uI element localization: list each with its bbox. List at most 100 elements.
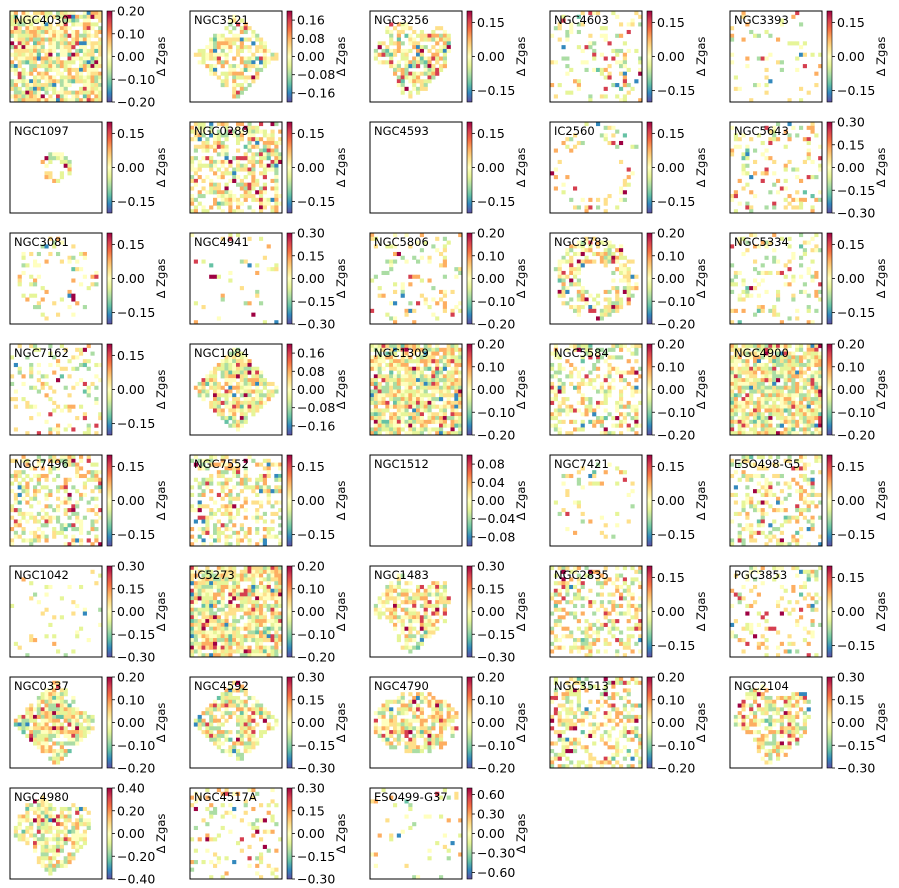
map-pixel xyxy=(201,60,206,65)
map-pixel xyxy=(52,400,57,405)
map-pixel xyxy=(216,508,221,513)
map-pixel xyxy=(791,125,796,130)
map-pixel xyxy=(802,378,807,383)
map-pixel xyxy=(251,137,256,142)
map-pixel xyxy=(33,33,38,38)
map-pixel xyxy=(56,504,61,509)
map-pixel xyxy=(205,600,210,605)
map-pixel xyxy=(791,385,796,390)
map-pixel xyxy=(768,492,773,498)
map-pixel xyxy=(370,236,375,241)
map-pixel xyxy=(799,389,804,394)
colorbar-tick-label: 0.00 xyxy=(837,271,865,286)
map-pixel xyxy=(776,393,781,398)
map-pixel xyxy=(584,205,589,210)
map-pixel xyxy=(71,75,76,80)
map-pixel xyxy=(810,416,815,421)
panel-ngc5806: NGC5806−0.20−0.100.000.100.20Δ Zgas xyxy=(369,226,528,332)
map-pixel xyxy=(730,33,735,38)
map-pixel xyxy=(75,79,80,84)
map-pixel xyxy=(98,622,103,627)
map-pixel xyxy=(810,159,815,165)
map-pixel xyxy=(779,408,784,413)
map-pixel xyxy=(13,67,18,72)
map-pixel xyxy=(576,308,581,313)
map-pixel xyxy=(791,466,796,471)
map-pixel xyxy=(419,412,424,417)
map-pixel xyxy=(764,171,769,176)
map-pixel xyxy=(764,244,769,249)
map-pixel xyxy=(251,209,256,214)
map-pixel xyxy=(209,626,214,631)
map-pixel xyxy=(190,573,195,578)
map-pixel xyxy=(232,94,237,99)
map-pixel xyxy=(389,416,394,421)
map-pixel xyxy=(400,75,405,80)
map-pixel xyxy=(588,473,593,479)
map-pixel xyxy=(224,190,229,195)
panel-title: NGC3256 xyxy=(374,13,429,27)
map-pixel xyxy=(772,362,777,368)
map-pixel xyxy=(408,94,413,99)
map-pixel xyxy=(730,473,735,479)
map-pixel xyxy=(423,366,428,371)
map-pixel xyxy=(799,178,804,183)
map-pixel xyxy=(588,404,593,409)
map-pixel xyxy=(213,67,218,72)
map-pixel xyxy=(442,29,447,35)
map-pixel xyxy=(557,427,562,432)
map-pixel xyxy=(377,355,382,360)
map-pixel xyxy=(247,125,252,130)
map-pixel xyxy=(799,455,804,460)
map-pixel xyxy=(802,248,807,253)
map-pixel xyxy=(416,56,421,61)
map-pixel xyxy=(622,98,627,103)
map-pixel xyxy=(33,385,38,390)
map-pixel xyxy=(439,419,444,424)
map-pixel xyxy=(389,370,394,375)
map-pixel xyxy=(569,431,574,436)
map-pixel xyxy=(10,86,15,91)
map-pixel xyxy=(247,400,252,405)
map-pixel xyxy=(193,197,198,202)
map-pixel xyxy=(576,370,581,375)
map-pixel xyxy=(59,485,64,490)
map-pixel xyxy=(90,489,95,494)
map-pixel xyxy=(33,48,38,54)
map-pixel xyxy=(381,393,386,398)
map-pixel xyxy=(814,248,819,253)
map-pixel xyxy=(71,542,76,547)
map-pixel xyxy=(36,455,41,460)
map-pixel xyxy=(86,79,91,84)
map-pixel xyxy=(818,355,823,360)
map-pixel xyxy=(791,359,796,364)
map-pixel xyxy=(262,129,267,134)
map-pixel xyxy=(791,381,796,387)
map-pixel xyxy=(396,408,401,413)
map-pixel xyxy=(404,393,409,398)
map-pixel xyxy=(94,534,99,539)
map-pixel xyxy=(90,64,95,69)
map-pixel xyxy=(799,485,804,490)
map-pixel xyxy=(400,416,405,421)
panel-frame xyxy=(189,121,283,214)
map-pixel xyxy=(25,60,30,65)
map-pixel xyxy=(10,542,15,547)
map-pixel xyxy=(557,159,562,165)
map-pixel xyxy=(209,477,214,482)
map-pixel xyxy=(274,209,279,214)
map-pixel xyxy=(270,140,275,146)
map-pixel xyxy=(806,412,811,417)
map-pixel xyxy=(44,634,49,639)
map-pixel xyxy=(569,270,574,276)
map-pixel xyxy=(779,416,784,421)
map-pixel xyxy=(569,404,574,409)
map-pixel xyxy=(576,470,581,475)
map-pixel xyxy=(756,305,761,310)
map-pixel xyxy=(442,41,447,46)
map-pixel xyxy=(458,397,463,402)
map-pixel xyxy=(29,26,34,31)
map-pixel xyxy=(197,588,202,593)
map-pixel xyxy=(741,404,746,409)
map-pixel xyxy=(21,41,26,46)
